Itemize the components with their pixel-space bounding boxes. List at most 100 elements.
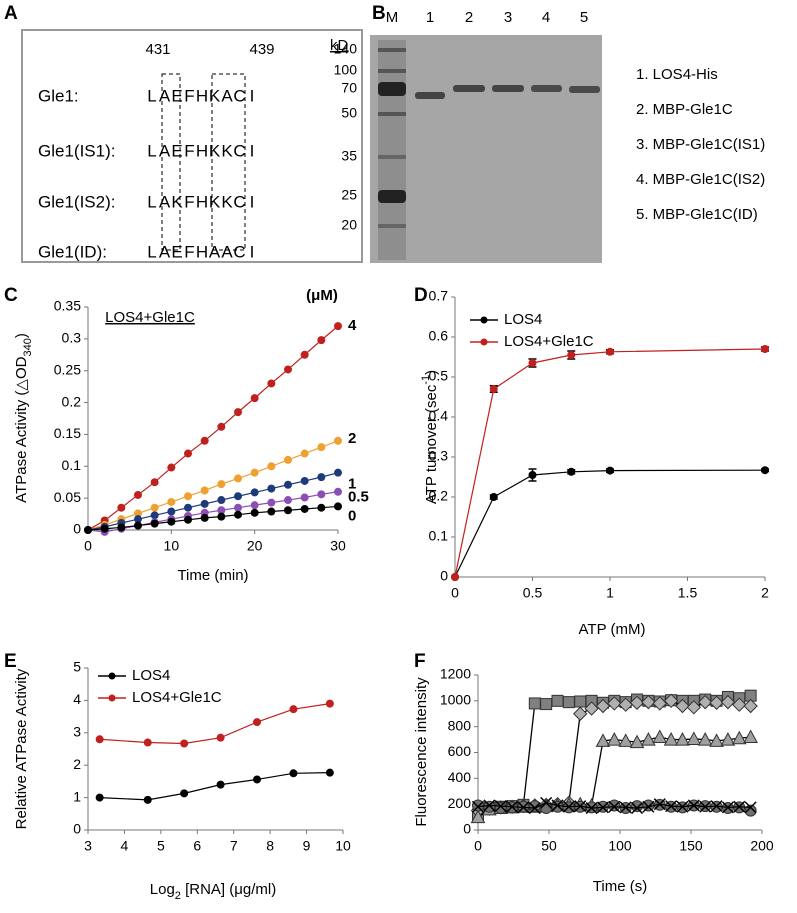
marker-label: 50 [341, 105, 357, 121]
marker [253, 718, 262, 727]
gel-legend: 1. LOS4-His [636, 66, 718, 83]
marker [761, 466, 769, 475]
marker [676, 800, 689, 813]
x-tick-label: 0 [451, 585, 459, 601]
marker [317, 490, 326, 499]
x-axis-label: Time (s) [593, 878, 647, 895]
residue: A [159, 192, 171, 211]
series-line [454, 469, 766, 578]
marker [317, 336, 326, 345]
marker [743, 729, 758, 743]
x-tick-label: 30 [330, 538, 346, 554]
series-line [87, 491, 339, 533]
marker [250, 468, 259, 477]
marker [250, 501, 259, 510]
x-tick-label: 150 [679, 838, 703, 854]
marker [663, 693, 679, 709]
marker [744, 801, 757, 814]
residue: E [171, 141, 182, 160]
y-tick-label: 1000 [440, 692, 471, 708]
residue: H [196, 192, 208, 211]
panel-label: A [4, 3, 18, 24]
marker [665, 800, 678, 813]
marker [595, 733, 611, 747]
marker [567, 351, 576, 359]
marker [200, 513, 209, 522]
y-tick-label: 0.2 [429, 488, 449, 504]
marker [267, 507, 276, 516]
marker [618, 733, 634, 747]
x-tick-label: 0 [84, 538, 92, 554]
marker [317, 503, 326, 512]
residue: L [147, 242, 156, 261]
residue: A [209, 242, 221, 261]
residue: I [250, 86, 255, 105]
x-tick-label: 0 [474, 838, 482, 854]
lane-label: 2 [465, 9, 473, 26]
marker [606, 466, 614, 475]
marker [234, 408, 242, 417]
marker [573, 706, 588, 721]
panel-label: E [4, 651, 17, 672]
residue: I [250, 192, 255, 211]
band [569, 86, 600, 93]
series-line [454, 348, 766, 578]
x-axis-label-part: 2 [175, 890, 181, 902]
residue: K [209, 86, 221, 105]
marker [250, 488, 259, 497]
dashed-box [161, 73, 181, 251]
marker [642, 800, 655, 813]
marker [618, 697, 633, 712]
marker [200, 486, 209, 495]
marker-label: 70 [341, 80, 357, 96]
marker [150, 503, 159, 512]
series-line [87, 472, 339, 531]
marker [710, 800, 723, 813]
row-label: Gle1(ID): [38, 242, 107, 261]
marker [585, 802, 598, 815]
marker [574, 695, 587, 708]
residue: A [159, 242, 171, 261]
y-tick-label: 2 [73, 756, 81, 772]
legend-marker [480, 316, 488, 324]
marker [517, 801, 530, 814]
y-tick-label: 0.3 [429, 448, 449, 464]
marker [528, 697, 541, 710]
marker [284, 365, 292, 374]
marker [574, 800, 587, 813]
marker [253, 775, 262, 784]
marker [540, 698, 553, 711]
marker [267, 498, 276, 507]
row-label: Gle1: [38, 86, 79, 105]
marker [720, 694, 736, 710]
marker [607, 696, 622, 711]
marker [528, 471, 537, 479]
marker [284, 506, 292, 515]
residue: L [147, 192, 156, 211]
marker [483, 800, 496, 813]
marker [250, 508, 259, 517]
band [378, 112, 406, 116]
marker [117, 503, 126, 512]
x-tick-label: 2 [761, 585, 769, 601]
residue: C [233, 141, 245, 160]
y-axis-label: ATP turnover (sec-1) [420, 370, 440, 504]
residue: F [184, 242, 194, 261]
marker [731, 730, 747, 745]
y-tick-label: 0 [463, 821, 471, 837]
marker [494, 802, 507, 815]
marker [675, 732, 690, 746]
y-tick-label: 1200 [440, 666, 471, 682]
row-label: Gle1(IS2): [38, 192, 115, 211]
x-tick-label: 0.5 [523, 585, 543, 601]
marker [143, 795, 152, 804]
marker [334, 487, 342, 496]
residue: L [147, 86, 156, 105]
band [492, 85, 524, 92]
y-tick-label: 5 [73, 659, 81, 675]
x-tick-label: 8 [266, 838, 274, 854]
band [415, 92, 445, 99]
residue: A [221, 86, 233, 105]
marker [567, 467, 576, 476]
series-line [87, 440, 339, 531]
